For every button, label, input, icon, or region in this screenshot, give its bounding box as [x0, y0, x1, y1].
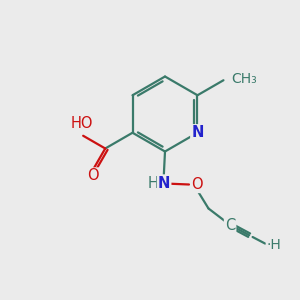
Text: CH₃: CH₃: [231, 72, 257, 86]
Text: O: O: [191, 177, 203, 192]
Text: C: C: [225, 218, 235, 232]
Text: N: N: [158, 176, 170, 190]
Text: H: H: [148, 176, 158, 190]
Text: HO: HO: [70, 116, 93, 131]
Text: O: O: [87, 169, 98, 184]
Text: ·H: ·H: [266, 238, 281, 252]
Text: N: N: [191, 125, 204, 140]
